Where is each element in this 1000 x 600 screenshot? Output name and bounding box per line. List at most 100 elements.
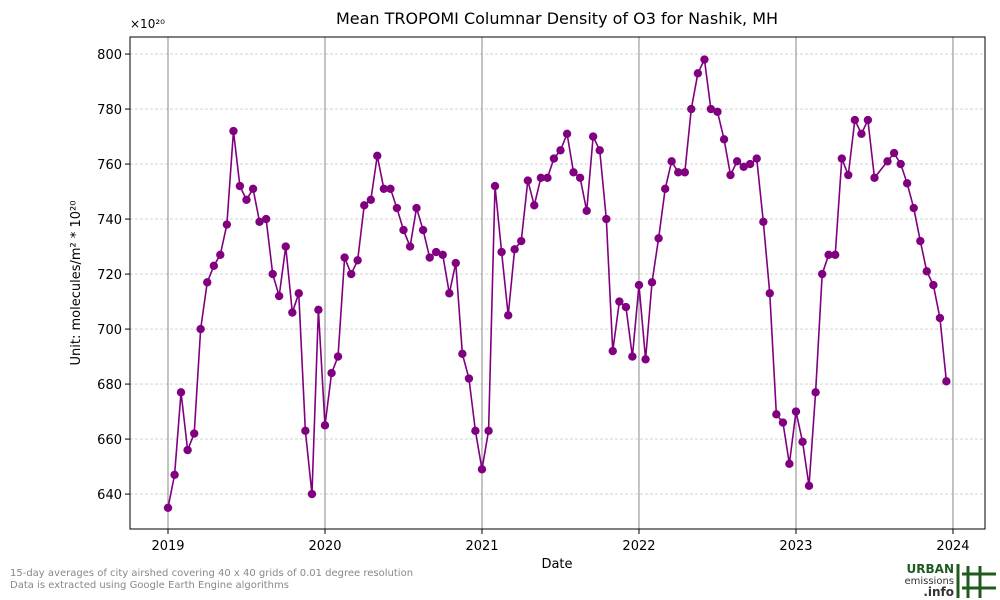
point (235, 181, 245, 191)
point (602, 214, 611, 224)
point (281, 242, 290, 251)
point (288, 308, 297, 317)
point (850, 115, 860, 125)
point (471, 426, 480, 436)
point (431, 247, 441, 257)
point (190, 429, 199, 438)
y-tick-label: 760 (97, 158, 122, 173)
line (167, 56, 948, 508)
x-tick-label: 2019 (151, 539, 184, 554)
logo-text: emissions (904, 576, 954, 587)
point (732, 157, 742, 166)
point (726, 170, 735, 180)
point (248, 184, 258, 194)
point (445, 289, 454, 298)
point (785, 459, 794, 469)
point (772, 410, 781, 419)
point (268, 269, 277, 279)
point (510, 245, 519, 254)
point (484, 426, 493, 436)
point (863, 115, 873, 125)
point (222, 220, 232, 229)
point (438, 250, 447, 260)
point (425, 253, 434, 262)
point (274, 291, 284, 301)
y-tick-label: 680 (97, 378, 122, 393)
point (634, 280, 644, 290)
point (196, 324, 205, 334)
point (418, 225, 428, 235)
point (922, 267, 931, 276)
point (209, 261, 219, 271)
point (667, 157, 676, 166)
point (562, 129, 572, 139)
logo-icon (956, 564, 996, 598)
point (680, 168, 690, 177)
point (706, 104, 716, 114)
point (347, 269, 356, 279)
x-tick-label: 2021 (465, 539, 498, 554)
point (759, 217, 768, 227)
point (314, 305, 323, 315)
y-tick-label: 780 (97, 103, 122, 118)
point (745, 159, 755, 169)
point (569, 168, 578, 177)
point (530, 201, 539, 210)
point (294, 289, 303, 298)
logo: URBAN emissions .info (904, 562, 996, 599)
point (615, 297, 624, 306)
point (320, 421, 330, 430)
point (255, 217, 264, 227)
point (451, 258, 460, 268)
point (360, 201, 369, 210)
point (857, 129, 866, 139)
point (608, 346, 617, 356)
point (517, 236, 526, 246)
point (778, 418, 788, 427)
point (261, 214, 271, 224)
point (464, 374, 474, 383)
point (504, 311, 513, 320)
point (883, 157, 892, 166)
point (523, 176, 533, 185)
point (621, 302, 631, 312)
point (693, 69, 703, 78)
plot-frame (129, 36, 986, 530)
point (752, 154, 761, 163)
point (870, 173, 879, 183)
point (719, 135, 729, 144)
y-tick-label: 800 (97, 48, 122, 63)
point (242, 195, 251, 205)
point (399, 225, 408, 235)
point (713, 107, 722, 117)
point (203, 278, 212, 287)
point (641, 355, 650, 364)
y-axis-label: Unit: molecules/m² * 10²⁰ (69, 201, 84, 366)
point (582, 206, 591, 216)
point (170, 470, 179, 480)
y-tick-label: 740 (97, 213, 122, 228)
point (935, 313, 945, 323)
point (333, 352, 343, 361)
point (340, 253, 349, 262)
point (804, 481, 814, 491)
point (916, 236, 925, 246)
point (216, 250, 225, 260)
y-tick-label: 640 (97, 488, 122, 503)
point (811, 388, 820, 397)
point (412, 203, 421, 213)
point (556, 146, 565, 155)
point (791, 407, 801, 416)
point (798, 437, 807, 447)
point (477, 465, 487, 474)
point (674, 168, 683, 177)
x-tick-label: 2022 (622, 539, 655, 554)
point (392, 203, 402, 213)
point (490, 181, 500, 191)
chart-title: Mean TROPOMI Columnar Density of O3 for … (336, 9, 778, 28)
point (229, 126, 238, 136)
y-tick-label: 720 (97, 268, 122, 283)
x-axis-label: Date (541, 557, 572, 572)
point (536, 173, 546, 183)
